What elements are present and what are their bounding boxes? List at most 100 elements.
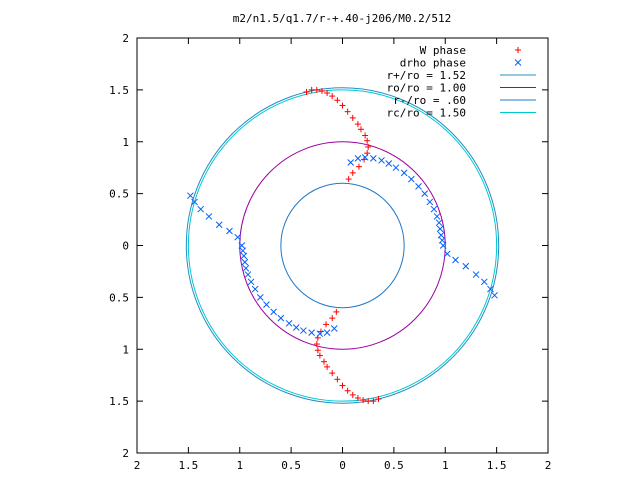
- w-phase-point: [323, 321, 330, 328]
- w-phase-point: [375, 396, 382, 403]
- drho-phase-point: [438, 236, 446, 244]
- drho-phase-point: [361, 153, 369, 161]
- w-phase-point: [329, 370, 336, 377]
- drho-phase-point: [263, 301, 270, 308]
- drho-phase-point: [433, 213, 441, 220]
- drho-phase-point: [415, 183, 422, 190]
- w-phase-point: [333, 308, 340, 315]
- drho-phase-point: [191, 198, 198, 206]
- w-phase-point: [308, 86, 315, 93]
- data-points: [187, 86, 498, 405]
- drho-phase-point: [241, 258, 249, 266]
- drho-phase-point: [435, 219, 443, 227]
- drho-phase-point: [292, 324, 300, 331]
- x-tick-labels: 2 1.5 1 0.5 0 0.5 1 1.5 2: [134, 459, 552, 472]
- drho-phase-point: [347, 159, 355, 166]
- x-tick-label: 1.5: [178, 459, 198, 472]
- reference-circles: [185, 87, 500, 404]
- x-tick-label: 0: [339, 459, 346, 472]
- legend-label: drho phase: [400, 57, 466, 70]
- y-tick-label: 1.5: [109, 84, 129, 97]
- drho-phase-point: [452, 256, 459, 264]
- drho-phase-point: [256, 294, 264, 301]
- drho-phase-point: [436, 225, 444, 233]
- drho-phase-point: [247, 278, 255, 286]
- chart-title: m2/n1.5/q1.7/r-+.40-j206/M0.2/512: [233, 12, 452, 25]
- drho-phase-point: [226, 227, 233, 235]
- w-phase-point: [365, 398, 372, 405]
- w-phase-point: [314, 347, 321, 354]
- w-phase-point: [355, 163, 362, 170]
- plot-area-frame: [136, 37, 549, 454]
- y-tick-label: 1: [122, 136, 129, 149]
- drho-phase-point: [197, 205, 205, 213]
- y-tick-label: 2: [122, 32, 129, 45]
- w-phase-point: [370, 398, 377, 405]
- w-phase-point: [349, 169, 356, 176]
- w-phase-point: [317, 328, 324, 335]
- legend-label: W phase: [420, 44, 466, 57]
- w-phase-point: [316, 352, 323, 359]
- drho-phase-point: [443, 250, 451, 258]
- w-phase-point: [334, 376, 341, 383]
- drho-phase-point: [487, 285, 494, 293]
- legend-label: ro/ro = 1.00: [387, 82, 466, 95]
- legend-label: r-/ro = .60: [393, 94, 466, 107]
- w-phase-point: [329, 93, 336, 100]
- w-phase-point: [354, 395, 361, 402]
- drho-phase-point: [354, 154, 362, 162]
- y-tick-label: 0.5: [109, 291, 129, 304]
- w-phase-point: [339, 102, 346, 109]
- y-tick-labels: 2 1.5 1 0.5 0 0.5 1 1.5 2: [109, 32, 129, 460]
- x-tick-label: 1: [442, 459, 449, 472]
- drho-phase-point: [244, 271, 252, 278]
- y-tick-label: 1: [122, 343, 129, 356]
- x-tick-label: 2: [545, 459, 552, 472]
- drho-phase-point: [234, 233, 242, 241]
- w-phase-point: [321, 358, 328, 365]
- w-phase-point: [349, 114, 356, 121]
- drho-phase-point: [392, 164, 400, 172]
- y-tick-label: 2: [122, 447, 129, 460]
- drho-phase-point: [308, 329, 316, 337]
- drho-phase-point: [400, 169, 408, 177]
- drho-phase-point: [242, 264, 250, 272]
- w-phase-point: [361, 156, 368, 163]
- drho-phase-point: [270, 308, 278, 316]
- w-phase-point: [344, 108, 351, 115]
- drho-phase-point: [316, 330, 324, 338]
- drho-phase-point: [439, 242, 447, 249]
- x-tick-label: 1: [236, 459, 243, 472]
- drho-phase-point: [378, 157, 385, 164]
- drho-phase-point: [238, 242, 246, 249]
- reference-circle: [187, 89, 498, 402]
- w-phase-point: [313, 341, 320, 348]
- w-phase-point: [360, 397, 367, 404]
- reference-circle: [239, 141, 446, 350]
- drho-phase-point: [187, 192, 194, 200]
- w-phase-point: [329, 315, 336, 322]
- w-phase-point: [303, 88, 310, 95]
- y-tick-label: 0.5: [109, 188, 129, 201]
- y-tick-label: 1.5: [109, 395, 129, 408]
- w-phase-point: [357, 126, 364, 133]
- drho-phase-point: [277, 314, 285, 322]
- x-tick-label: 0.5: [384, 459, 404, 472]
- legend-swatch: [515, 47, 521, 53]
- w-phase-point: [318, 87, 325, 94]
- w-phase-point: [362, 132, 369, 139]
- drho-phase-point: [407, 175, 415, 183]
- drho-phase-point: [426, 198, 434, 206]
- drho-phase-point: [240, 252, 248, 260]
- drho-phase-point: [251, 285, 259, 293]
- drho-phase-point: [462, 262, 470, 270]
- w-phase-point: [354, 121, 361, 128]
- drho-phase-point: [330, 325, 338, 332]
- reference-circle: [280, 182, 405, 309]
- legend-label: r+/ro = 1.52: [387, 69, 466, 82]
- drho-phase-point: [480, 278, 488, 286]
- w-phase-point: [345, 176, 352, 183]
- drho-phase-point: [385, 160, 393, 167]
- drho-phase-point: [205, 213, 213, 220]
